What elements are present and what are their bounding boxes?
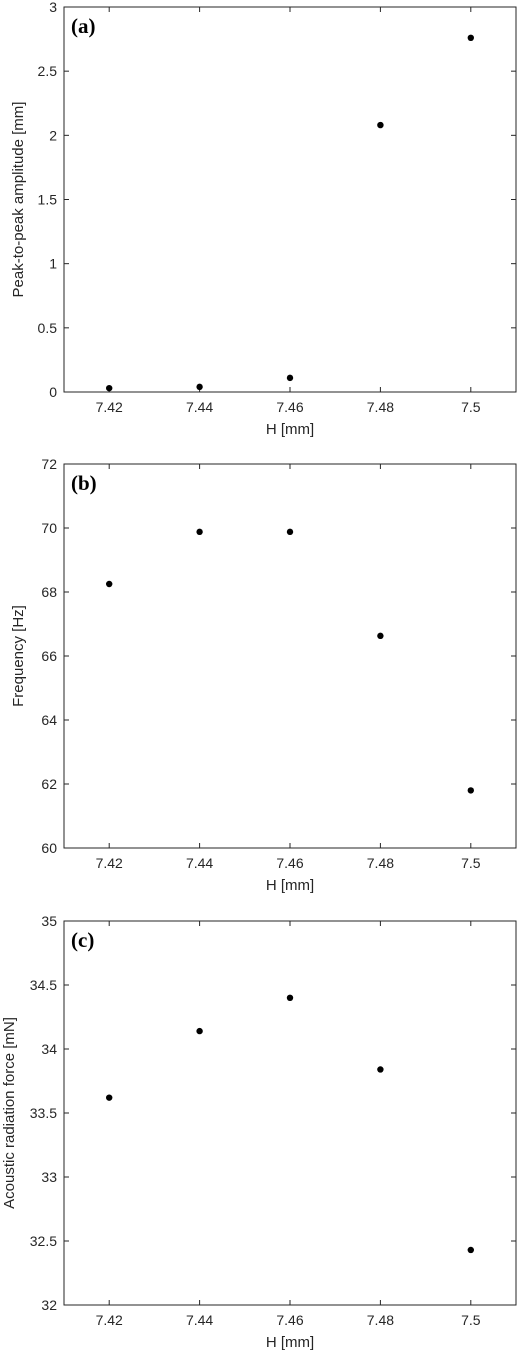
data-point (286, 994, 294, 1001)
panel-label: (c) (71, 928, 94, 952)
y-tick-label: 32.5 (30, 1233, 57, 1249)
y-axis-label: Frequency [Hz] (10, 605, 27, 707)
data-point (106, 580, 113, 588)
x-tick-label: 7.48 (367, 399, 394, 415)
y-tick-label: 34 (41, 1041, 57, 1057)
x-axis-label: H [mm] (266, 1334, 314, 1351)
x-tick-label: 7.48 (367, 855, 394, 871)
y-tick-label: 1.5 (38, 192, 58, 208)
data-point (467, 1246, 474, 1254)
y-tick-label: 2.5 (38, 63, 58, 79)
x-tick-label: 7.44 (186, 399, 213, 415)
x-tick-label: 7.46 (276, 399, 303, 415)
data-point (467, 34, 474, 41)
y-tick-label: 72 (41, 456, 57, 472)
data-point (106, 384, 113, 392)
chart-panel-3: 7.42 7.44 7.46 7.48 7.5 32 32.5 33 33.5 34 34.5 35 H… (1, 913, 517, 1351)
y-tick-label: 34.5 (30, 977, 57, 993)
x-tick-label: 7.5 (461, 399, 481, 415)
y-tick-label: 32 (41, 1297, 57, 1313)
y-tick-label: 60 (41, 840, 57, 856)
x-tick-label: 7.44 (186, 855, 213, 871)
x-tick-label: 7.5 (461, 855, 481, 871)
x-axis-label: H [mm] (266, 421, 314, 438)
data-point (196, 1027, 203, 1035)
data-point (286, 374, 294, 382)
y-tick-label: 70 (41, 520, 57, 536)
y-tick-label: 66 (41, 648, 57, 664)
data-point (106, 1094, 113, 1101)
x-tick-label: 7.44 (186, 1312, 213, 1328)
data-point (196, 383, 203, 391)
y-tick-label: 64 (41, 712, 57, 728)
x-tick-label: 7.42 (96, 1312, 123, 1328)
x-tick-label: 7.42 (96, 399, 123, 415)
x-axis-label: H [mm] (266, 877, 314, 894)
panel-label: (b) (71, 471, 97, 495)
y-tick-label: 62 (41, 776, 57, 792)
chart-panel-2: 7.42 7.44 7.46 7.48 7.5 60 62 64 66 68 70 72 H [mm] F… (10, 456, 517, 894)
x-tick-label: 7.46 (276, 855, 303, 871)
x-tick-label: 7.42 (96, 855, 123, 871)
y-tick-label: 35 (41, 913, 57, 929)
x-tick-label: 7.46 (276, 1312, 303, 1328)
y-tick-label: 0 (49, 384, 57, 400)
chart-panel-1: 7.42 7.44 7.46 7.48 7.5 0 0.5 1 1.5 2 2.5 3 H [mm] Pe… (10, 0, 517, 438)
x-tick-label: 7.5 (461, 1312, 481, 1328)
data-point (467, 787, 474, 794)
y-tick-label: 3 (49, 0, 57, 15)
y-axis-label: Acoustic radiation force [mN] (1, 1017, 18, 1209)
y-axis-label: Peak-to-peak amplitude [mm] (10, 102, 27, 298)
y-tick-label: 33 (41, 1169, 57, 1185)
y-tick-label: 33.5 (30, 1105, 57, 1121)
data-point (286, 528, 294, 536)
x-tick-label: 7.48 (367, 1312, 394, 1328)
data-point (377, 1066, 384, 1073)
data-point (377, 121, 384, 129)
y-tick-label: 68 (41, 584, 57, 600)
y-tick-label: 2 (49, 127, 57, 143)
y-tick-label: 0.5 (38, 320, 58, 336)
data-point (377, 632, 384, 640)
y-tick-label: 1 (49, 256, 57, 272)
panel-label: (a) (71, 14, 96, 38)
data-point (196, 528, 203, 536)
